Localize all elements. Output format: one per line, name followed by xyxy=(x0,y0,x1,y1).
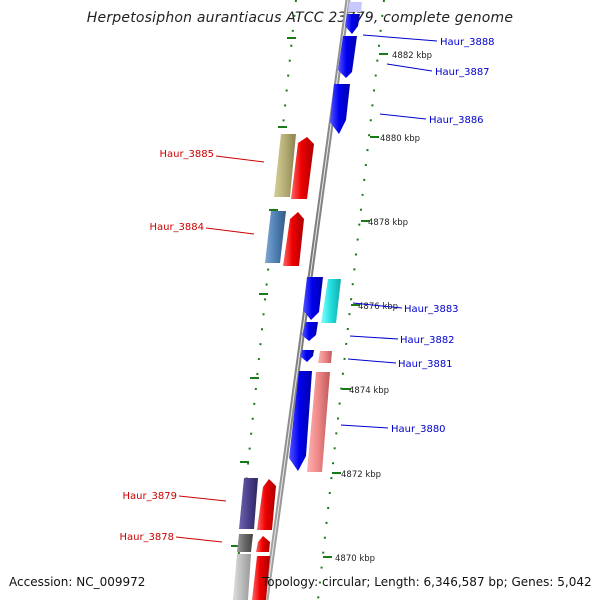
gene-label-haur-3888[interactable]: Haur_3888 xyxy=(440,37,495,48)
gene-haur-3879[interactable] xyxy=(239,478,258,529)
gene-block-blue-3880[interactable] xyxy=(289,371,312,471)
gene-label-haur-3882[interactable]: Haur_3882 xyxy=(400,335,455,346)
gene-block-red-3878-lower[interactable] xyxy=(252,556,270,600)
inner-scale-ring xyxy=(233,0,297,600)
gene-label-haur-3883[interactable]: Haur_3883 xyxy=(404,304,459,315)
gene-block-blue-3883[interactable] xyxy=(303,277,323,320)
gene-block-red-3884[interactable] xyxy=(283,212,304,266)
gene-block-red-3885[interactable] xyxy=(291,137,314,199)
gene-haur-3881[interactable] xyxy=(318,351,332,363)
gene-block-red-3879[interactable] xyxy=(257,479,276,530)
genome-title: Herpetosiphon aurantiacus ATCC 23779, co… xyxy=(86,10,514,26)
forward-label-leaders xyxy=(340,34,438,429)
gene-label-haur-3886[interactable]: Haur_3886 xyxy=(429,115,484,126)
gene-haur-3886[interactable] xyxy=(330,84,350,134)
gene-label-haur-3880[interactable]: Haur_3880 xyxy=(391,424,446,435)
gene-small-blue[interactable] xyxy=(300,350,314,362)
kbp-label: 4880 kbp xyxy=(380,134,420,144)
accession-text: Accession: NC_009972 xyxy=(9,575,146,589)
reverse-gene-labels: Haur_3885 Haur_3884 Haur_3879 Haur_3878 xyxy=(119,149,214,543)
gene-label-haur-3878[interactable]: Haur_3878 xyxy=(119,532,174,543)
gene-haur-3880[interactable] xyxy=(307,372,330,472)
gene-label-haur-3881[interactable]: Haur_3881 xyxy=(398,359,453,370)
kbp-label: 4872 kbp xyxy=(341,470,381,480)
forward-gene-labels: Haur_3888 Haur_3887 Haur_3886 Haur_3883 … xyxy=(391,37,495,435)
gene-label-haur-3879[interactable]: Haur_3879 xyxy=(122,491,177,502)
gene-label-haur-3884[interactable]: Haur_3884 xyxy=(149,222,204,233)
gene-label-haur-3885[interactable]: Haur_3885 xyxy=(159,149,214,160)
inner-scale-major-ticks xyxy=(231,37,296,547)
outer-scale-major-ticks xyxy=(323,53,388,558)
kbp-scale-labels: 4882 kbp 4880 kbp 4878 kbp 4876 kbp 4874… xyxy=(335,51,432,564)
gene-haur-3883[interactable] xyxy=(321,279,341,323)
gene-haur-3884[interactable] xyxy=(265,211,286,263)
gene-haur-3887[interactable] xyxy=(338,36,357,78)
kbp-label: 4874 kbp xyxy=(349,386,389,396)
reverse-label-leaders xyxy=(175,155,265,543)
kbp-label: 4876 kbp xyxy=(358,302,398,312)
kbp-label: 4878 kbp xyxy=(368,218,408,228)
gene-haur-3878-lower[interactable] xyxy=(233,554,251,600)
gene-haur-3888-cap xyxy=(348,2,362,12)
kbp-label: 4882 kbp xyxy=(392,51,432,61)
gene-haur-3888[interactable] xyxy=(345,14,360,34)
gene-haur-3882[interactable] xyxy=(302,322,318,341)
gene-haur-3885[interactable] xyxy=(274,134,296,197)
outer-scale-ring xyxy=(317,0,385,600)
gene-block-red-3878[interactable] xyxy=(256,536,270,552)
gene-haur-3878[interactable] xyxy=(237,534,253,552)
kbp-label: 4870 kbp xyxy=(335,554,375,564)
gene-label-haur-3887[interactable]: Haur_3887 xyxy=(435,67,490,78)
topology-text: Topology: circular; Length: 6,346,587 bp… xyxy=(262,575,592,589)
